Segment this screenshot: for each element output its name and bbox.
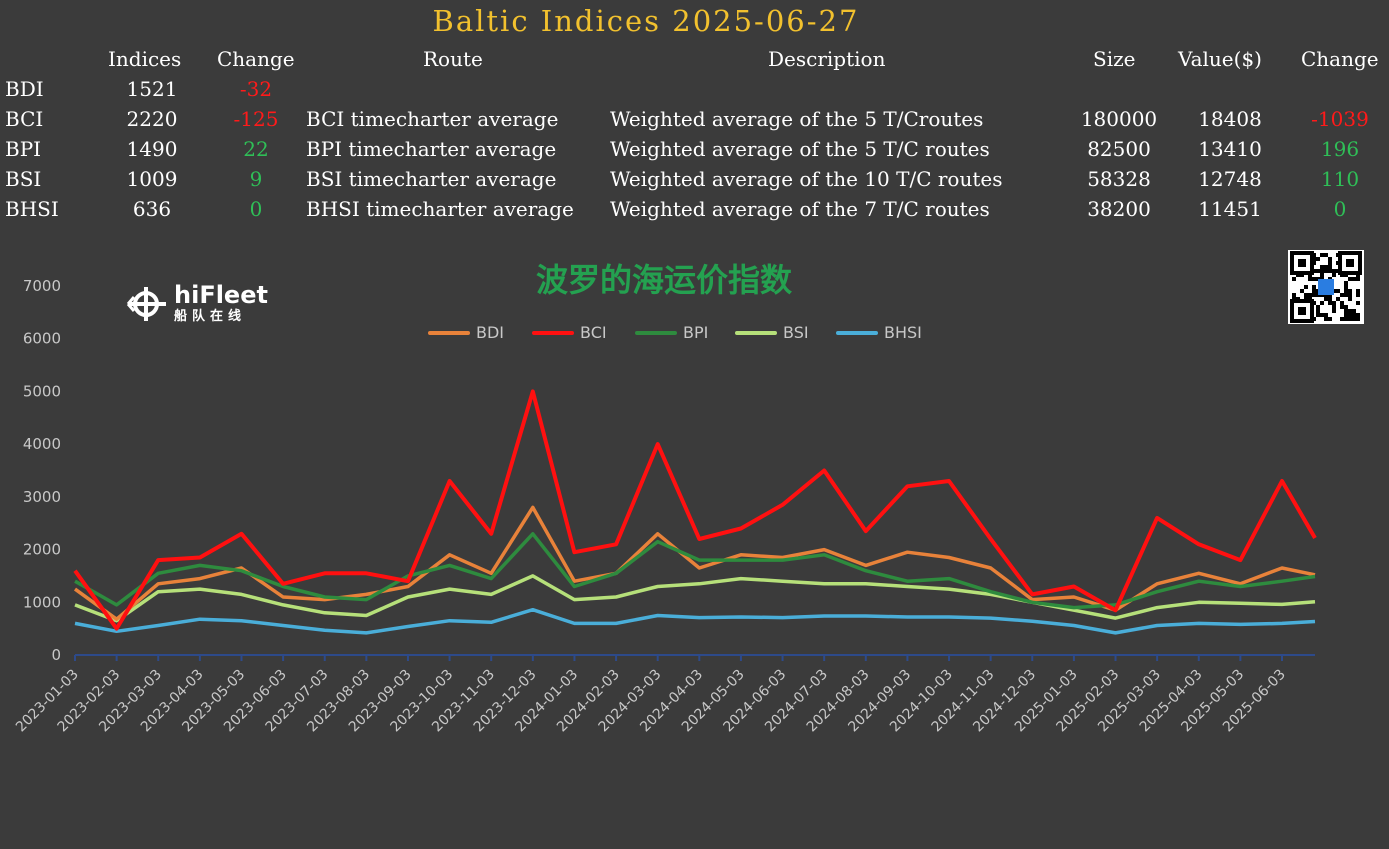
series-line-bpi — [74, 532, 1316, 610]
table-cell-index: 2220 — [126, 107, 178, 131]
table-cell-size: 180000 — [1080, 107, 1158, 131]
hifleet-logo: hiFleet 船队在线 — [126, 281, 286, 325]
table-cell-route: BHSI timecharter average — [306, 197, 574, 221]
y-tick-label: 3000 — [23, 488, 61, 506]
series-line-bsi — [74, 574, 1316, 623]
table-cell-name: BCI — [5, 107, 44, 131]
table-cell-change: 0 — [249, 197, 263, 221]
y-tick-label: 2000 — [23, 541, 61, 559]
qr-code-icon — [1288, 250, 1364, 324]
header-description: Description — [768, 47, 886, 71]
ship-wheel-icon — [126, 287, 166, 321]
table-cell-name: BHSI — [5, 197, 59, 221]
table-cell-index: 1490 — [126, 137, 178, 161]
series-line-bci — [73, 389, 1317, 631]
y-tick-label: 1000 — [23, 593, 61, 611]
table-cell-change: 9 — [249, 167, 263, 191]
legend-label: BCI — [580, 323, 607, 342]
legend-label: BHSI — [884, 323, 922, 342]
table-cell-change2: 0 — [1333, 197, 1347, 221]
table-cell-value: 11451 — [1198, 197, 1262, 221]
legend-swatch — [532, 331, 574, 335]
y-tick-label: 6000 — [23, 330, 61, 348]
y-tick-label: 5000 — [23, 382, 61, 400]
table-cell-change2: -1039 — [1311, 107, 1369, 131]
table-cell-size: 58328 — [1087, 167, 1151, 191]
line-chart: 010002000300040005000600070002023-01-032… — [13, 277, 1317, 735]
y-tick-label: 7000 — [23, 277, 61, 295]
table-cell-size: 82500 — [1087, 137, 1151, 161]
table-cell-value: 12748 — [1198, 167, 1262, 191]
chart-title: 波罗的海运价指数 — [535, 261, 792, 299]
header-route: Route — [423, 47, 483, 71]
table-cell-description: Weighted average of the 7 T/C routes — [610, 197, 990, 221]
legend-label: BDI — [476, 323, 505, 342]
table-cell-description: Weighted average of the 10 T/C routes — [610, 167, 1003, 191]
legend-label: BPI — [683, 323, 709, 342]
table-cell-change: 22 — [243, 137, 269, 161]
header-change: Change — [217, 47, 295, 71]
legend-swatch — [428, 331, 470, 335]
header-size: Size — [1093, 47, 1136, 71]
y-tick-label: 4000 — [23, 435, 61, 453]
table-cell-change: -32 — [239, 77, 273, 101]
table-cell-change: -125 — [233, 107, 279, 131]
table-cell-name: BSI — [5, 167, 42, 191]
table-cell-name: BPI — [5, 137, 42, 161]
page-title: Baltic Indices 2025-06-27 — [432, 4, 860, 38]
legend-label: BSI — [783, 323, 809, 342]
table-cell-value: 13410 — [1198, 137, 1262, 161]
table-cell-size: 38200 — [1087, 197, 1151, 221]
baltic-indices-table: Indices Change Route Description Size Va… — [0, 44, 1389, 224]
header-indices: Indices — [108, 47, 182, 71]
table-cell-route: BPI timecharter average — [306, 137, 557, 161]
table-cell-index: 636 — [132, 197, 172, 221]
table-cell-index: 1009 — [126, 167, 178, 191]
table-cell-route: BSI timecharter average — [306, 167, 557, 191]
table-cell-change2: 196 — [1320, 137, 1360, 161]
y-tick-label: 0 — [51, 646, 61, 664]
legend-swatch — [735, 331, 777, 335]
header-change2: Change — [1301, 47, 1379, 71]
series-line-bhsi — [74, 607, 1316, 635]
table-cell-index: 1521 — [126, 77, 178, 101]
table-cell-value: 18408 — [1198, 107, 1262, 131]
header-value: Value($) — [1178, 47, 1262, 71]
logo-text: hiFleet — [174, 281, 268, 309]
table-cell-description: Weighted average of the 5 T/Croutes — [610, 107, 984, 131]
legend-swatch — [836, 331, 878, 335]
table-cell-description: Weighted average of the 5 T/C routes — [610, 137, 990, 161]
legend-swatch — [635, 331, 677, 335]
table-cell-change2: 110 — [1320, 167, 1360, 191]
logo-subtitle: 船队在线 — [174, 309, 247, 324]
table-cell-route: BCI timecharter average — [306, 107, 559, 131]
table-cell-name: BDI — [5, 77, 44, 101]
